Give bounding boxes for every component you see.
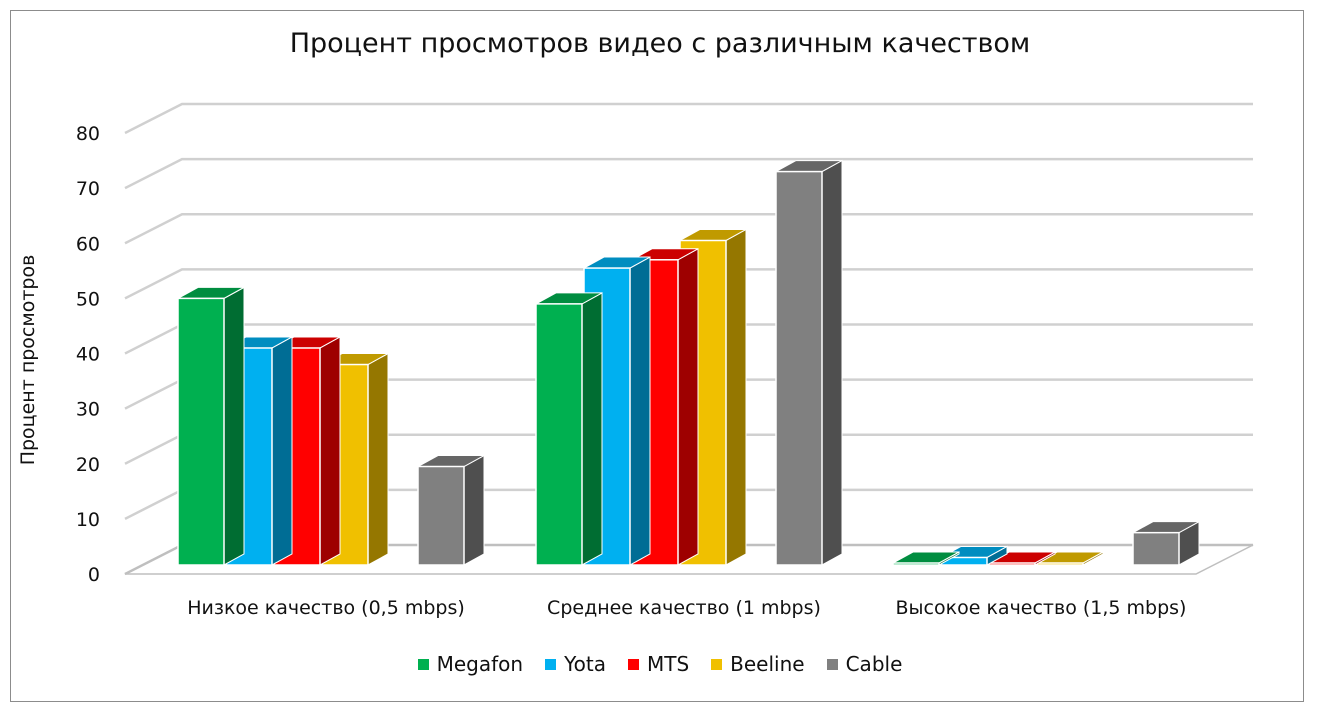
bar-front bbox=[1132, 531, 1180, 566]
bar-front bbox=[892, 562, 940, 566]
legend-swatch bbox=[545, 658, 557, 670]
y-tick-label: 60 bbox=[76, 233, 100, 255]
x-category-label: Низкое качество (0,5 mbps) bbox=[187, 597, 465, 619]
bar-side bbox=[271, 336, 293, 566]
bar-side bbox=[223, 286, 245, 566]
legend-item-cable: Cable bbox=[826, 652, 903, 676]
bar-front bbox=[177, 297, 225, 566]
y-tick-label: 40 bbox=[76, 344, 100, 366]
legend-label: Megafon bbox=[436, 652, 524, 676]
legend-item-beeline: Beeline bbox=[711, 652, 805, 676]
legend-swatch bbox=[417, 658, 429, 670]
bar-side bbox=[367, 352, 389, 566]
legend-swatch bbox=[627, 658, 639, 670]
legend-label: Cable bbox=[845, 652, 903, 676]
bar-side bbox=[821, 159, 843, 566]
bar-megafon-2 bbox=[535, 292, 603, 566]
y-tick-label: 10 bbox=[76, 509, 100, 531]
gridline bbox=[124, 102, 1253, 135]
bar-front bbox=[775, 170, 823, 566]
y-tick-label: 80 bbox=[76, 123, 100, 145]
bar-front bbox=[417, 465, 465, 566]
bar-side bbox=[629, 256, 651, 566]
bar-side bbox=[677, 247, 699, 566]
x-category-label: Среднее качество (1 mbps) bbox=[547, 597, 821, 619]
legend-label: MTS bbox=[646, 652, 690, 676]
legend-swatch bbox=[711, 658, 723, 670]
legend: Megafon Yota MTS Beeline Cable bbox=[0, 652, 1320, 676]
bar-cable-1 bbox=[417, 454, 485, 566]
legend-item-megafon: Megafon bbox=[417, 652, 524, 676]
legend-swatch bbox=[826, 658, 838, 670]
legend-item-yota: Yota bbox=[545, 652, 606, 676]
bar-side bbox=[463, 454, 485, 566]
bar-cable-3 bbox=[1132, 520, 1200, 566]
y-tick-label: 0 bbox=[88, 564, 100, 586]
bars bbox=[177, 159, 1200, 566]
bar-megafon-3 bbox=[892, 551, 960, 566]
y-tick-label: 70 bbox=[76, 178, 100, 200]
y-tick-label: 30 bbox=[76, 399, 100, 421]
legend-label: Beeline bbox=[730, 652, 805, 676]
bar-cable-2 bbox=[775, 159, 843, 566]
legend-item-mts: MTS bbox=[627, 652, 690, 676]
bar-megafon-1 bbox=[177, 286, 245, 566]
bar-side bbox=[725, 228, 747, 566]
bar-front bbox=[535, 303, 583, 566]
y-tick-label: 20 bbox=[76, 454, 100, 476]
axis-labels: 0 10 20 30 40 50 60 70 80 Низкое качество (0,5 mb… bbox=[76, 123, 1187, 619]
gridline bbox=[124, 213, 1253, 245]
chart-title: Процент просмотров видео с различным кач… bbox=[289, 28, 1031, 59]
bar-side bbox=[319, 336, 341, 566]
bar-front bbox=[1036, 562, 1084, 566]
bar-front bbox=[988, 562, 1036, 566]
gridline bbox=[124, 268, 1253, 300]
y-tick-label: 50 bbox=[76, 288, 100, 310]
x-category-label: Высокое качество (1,5 mbps) bbox=[896, 597, 1187, 619]
gridline bbox=[124, 157, 1253, 190]
bar-side bbox=[581, 292, 603, 566]
legend-label: Yota bbox=[564, 652, 606, 676]
